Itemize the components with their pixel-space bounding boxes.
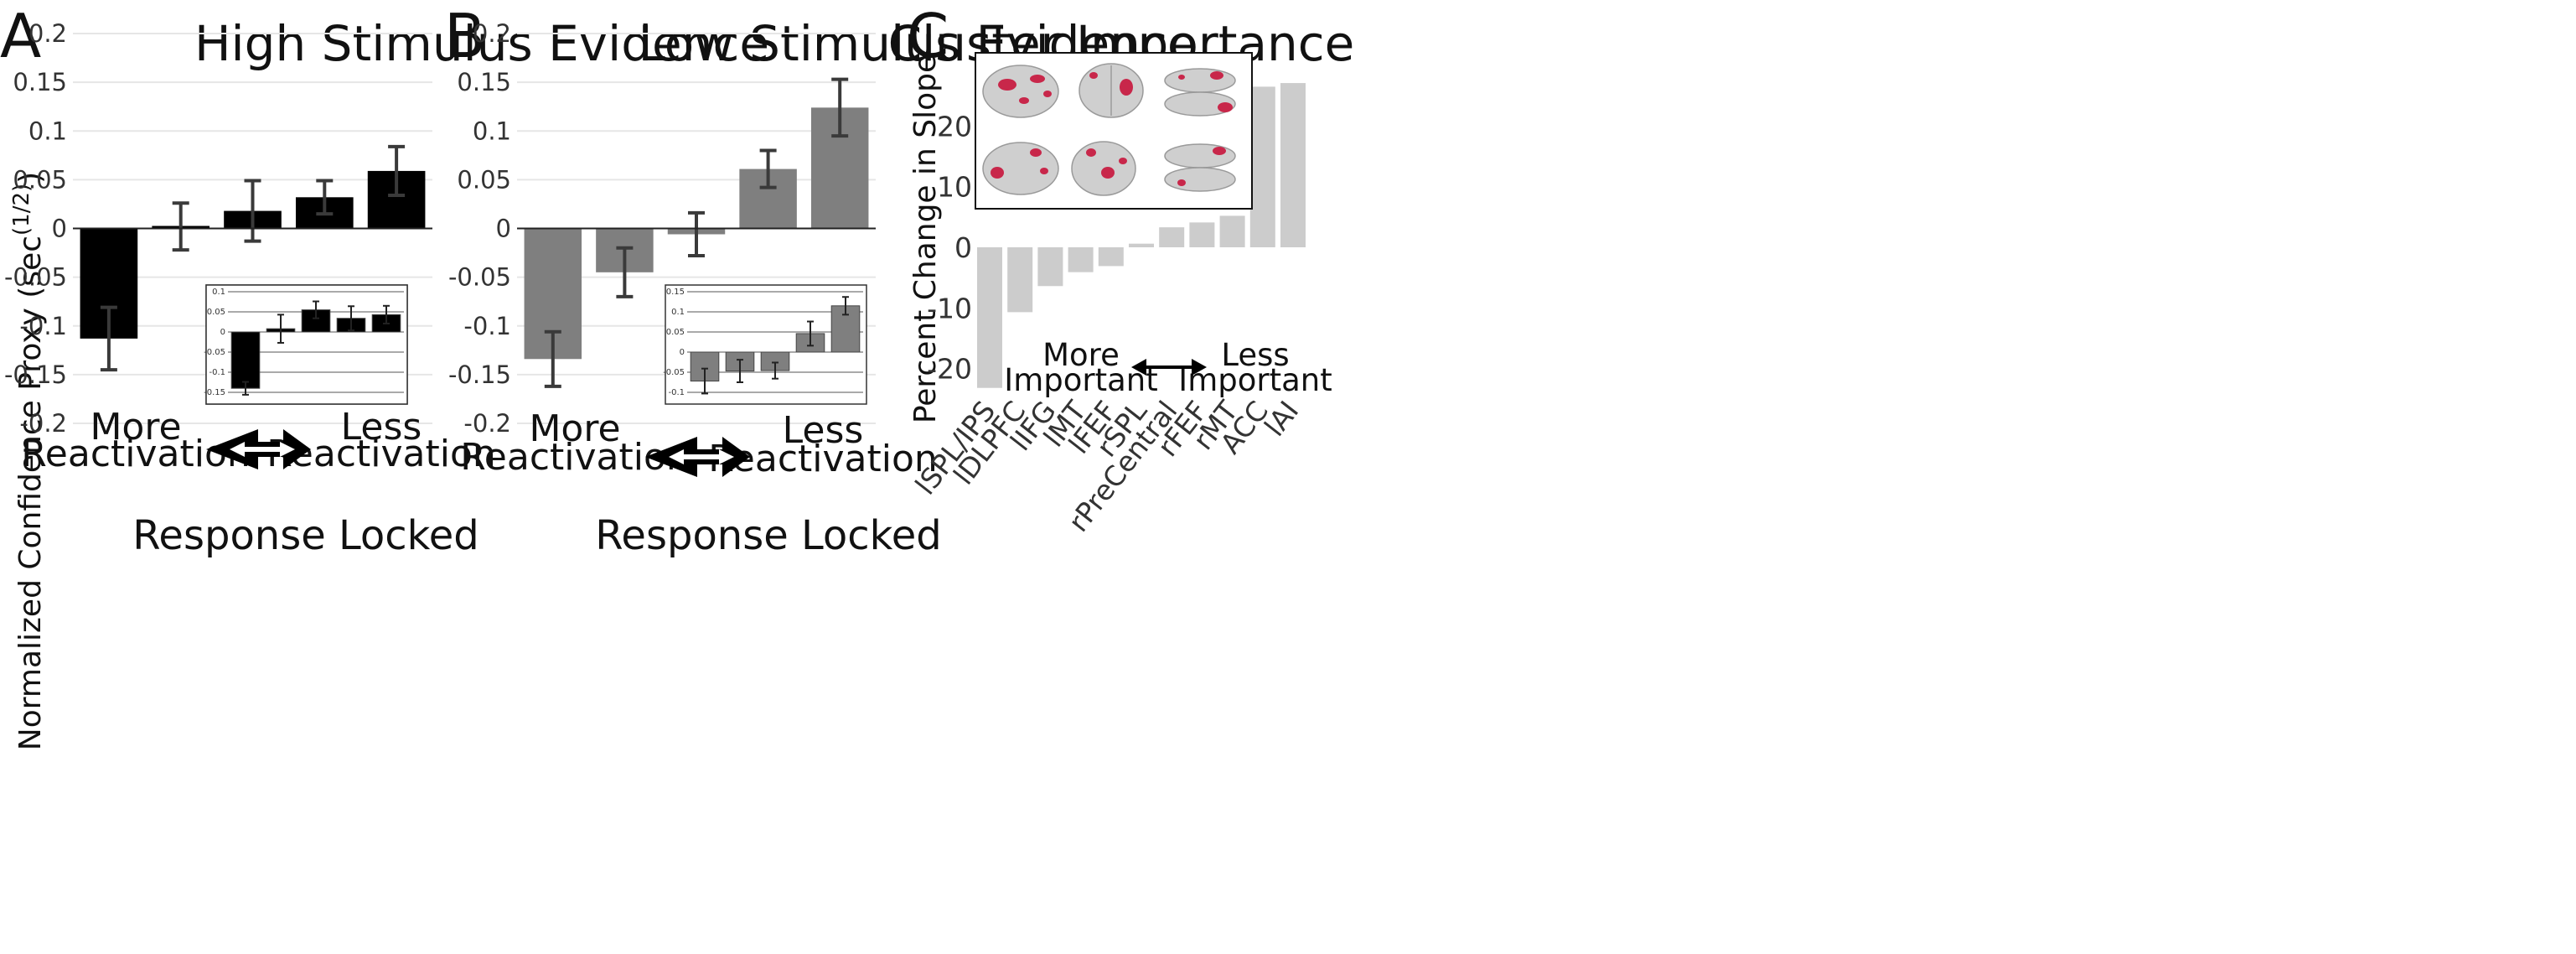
- brain-posterior-view: [1071, 141, 1136, 196]
- bar: [1007, 247, 1033, 313]
- inset-bar: [230, 331, 261, 389]
- inset-ytick-label: 0.1: [212, 288, 225, 297]
- panel-a-ylabel: Normalized Confidence Proxy (sec(1/2)): [9, 172, 48, 750]
- panel-a-inset-title: Response Locked: [132, 512, 479, 559]
- ytick-label: 0.1: [473, 117, 511, 145]
- panel-a-letter: A: [0, 1, 41, 71]
- panel-b-letter: B: [444, 1, 485, 71]
- panel-c-double-arrow-icon: [1131, 359, 1207, 376]
- panel-b-yticks: 0.2 0.15 0.1 0.05 0 -0.05 -0.1 -0.15 -0.2: [448, 19, 511, 438]
- panel-c-left-annotation-line1: More: [1042, 337, 1120, 373]
- panel-c-xtick-labels: lSPL/IPSlDLPFClIFGlMTlFEFrSPLrPreCentral…: [908, 394, 1305, 537]
- panel-c-letter: C: [907, 1, 949, 71]
- brain-anterior-view: [1079, 63, 1144, 118]
- inset-ytick-label: -0.15: [204, 388, 225, 397]
- ytick-label: -0.1: [463, 312, 511, 340]
- ytick-label: 0: [496, 215, 511, 243]
- inset-ytick-label: -0.05: [663, 368, 685, 377]
- panel-b-double-arrow-icon: [645, 437, 750, 477]
- bar: [1249, 86, 1275, 247]
- brain-dorsal-view: [1164, 68, 1236, 117]
- panel-b-inset-chart: 0.15 0.1 0.05 0 -0.05 -0.1: [663, 284, 867, 405]
- bar: [977, 247, 1002, 388]
- ytick-label: 0.05: [13, 165, 67, 194]
- inset-ytick-label: -0.1: [668, 388, 685, 397]
- panel-c-left-annotation-line2: Important: [1004, 362, 1157, 398]
- panel-b-inset-title: Response Locked: [595, 512, 942, 559]
- ytick-label: 0.15: [457, 68, 511, 96]
- ytick-label: 0: [954, 231, 972, 264]
- bar: [1129, 243, 1154, 247]
- ytick-label: 0: [52, 215, 67, 243]
- inset-ytick-label: 0.05: [666, 328, 685, 337]
- bar: [1219, 215, 1245, 247]
- inset-ytick-label: 0.05: [207, 308, 225, 317]
- panel-a-bars: [73, 144, 432, 372]
- panel-a-title: High Stimulus Evidence: [194, 15, 769, 72]
- inset-ytick-label: 0: [220, 328, 225, 337]
- ytick-label: -0.2: [19, 409, 67, 438]
- panel-c-bars: [977, 83, 1306, 388]
- bar: [1189, 222, 1215, 247]
- brain-lateral-left-view: [982, 65, 1059, 118]
- panel-c: C Cluster Importance Percent Change in S…: [888, 1, 1355, 538]
- ytick-label: 20: [937, 110, 972, 143]
- panel-c-yticks: 20 10 0 -10 -20: [927, 110, 972, 385]
- bar: [1037, 247, 1063, 287]
- ytick-label: 10: [937, 171, 972, 204]
- panel-c-ylabel: Percent Change in Slope: [908, 54, 943, 423]
- ytick-label: 0.1: [28, 117, 67, 145]
- ytick-label: 0.2: [28, 19, 67, 48]
- panel-c-right-annotation-line1: Less: [1221, 337, 1289, 373]
- inset-ytick-label: 0.1: [671, 308, 685, 317]
- ytick-label: -0.15: [4, 360, 67, 389]
- panel-b-right-annotation-line1: Less: [783, 409, 864, 452]
- panel-b-left-annotation-line1: More: [529, 407, 620, 450]
- panel-b-bars: [517, 77, 876, 388]
- brain-surface-inset: [975, 52, 1253, 210]
- panel-a-right-annotation-line1: Less: [341, 406, 422, 448]
- ytick-label: -0.15: [448, 360, 511, 389]
- panel-b: B Low Stimulus Evidence 0.20.150.10.050-…: [444, 1, 1197, 559]
- panel-a-left-annotation-line2: Reactivation: [21, 433, 251, 475]
- panel-a-double-arrow-icon: [206, 429, 311, 469]
- ytick-label: -0.05: [4, 263, 67, 292]
- panel-a-right-annotation-line2: Reactivation: [266, 433, 496, 475]
- panel-a-left-annotation-line1: More: [90, 406, 181, 448]
- panel-a-inset-chart: 0.1 0.05 0 -0.05 -0.1 -0.15: [204, 284, 408, 405]
- inset-ytick-label: -0.1: [209, 368, 225, 377]
- xtick-label: lAI: [1258, 395, 1305, 443]
- bar: [1098, 247, 1124, 267]
- ytick-label: -10: [927, 292, 972, 324]
- brain-lateral-right-view: [982, 142, 1059, 195]
- ytick-label: 0.2: [473, 19, 511, 48]
- inset-ytick-label: 0: [680, 348, 685, 357]
- inset-ytick-label: 0.15: [666, 288, 685, 297]
- ytick-label: -0.05: [448, 263, 511, 292]
- ytick-label: -0.2: [463, 409, 511, 438]
- bar: [1068, 247, 1094, 272]
- ytick-label: -0.1: [19, 312, 67, 340]
- bar: [1280, 83, 1306, 247]
- ytick-label: -20: [927, 353, 972, 386]
- ytick-label: 0.05: [457, 165, 511, 194]
- brain-ventral-view: [1164, 143, 1236, 192]
- panel-a: A High Stimulus Evidence Normalized Conf…: [0, 1, 769, 750]
- ytick-label: 0.15: [13, 68, 67, 96]
- inset-ytick-label: -0.05: [204, 348, 225, 357]
- panel-a-yticks: 0.2 0.15 0.1 0.05 0 -0.05 -0.1 -0.15 -0.2: [4, 19, 67, 438]
- bar: [1159, 227, 1185, 247]
